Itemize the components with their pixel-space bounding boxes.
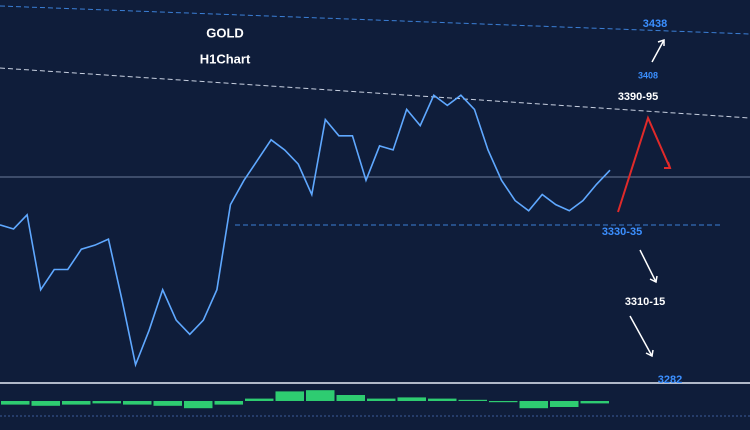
indicator-bar xyxy=(550,401,579,407)
indicator-bar xyxy=(397,397,426,401)
annotation: 3408 xyxy=(638,70,658,80)
indicator-bar xyxy=(62,401,91,405)
annotation: 3310-15 xyxy=(625,296,665,308)
indicator-bar xyxy=(123,401,152,405)
price-line xyxy=(0,93,611,368)
indicator-bar xyxy=(580,401,609,404)
arrow xyxy=(639,249,657,283)
annotation: 3438 xyxy=(643,18,667,30)
indicator-bar xyxy=(489,401,518,403)
forecast-arrow xyxy=(617,115,671,213)
annotation: 3390-95 xyxy=(618,91,658,103)
indicator-bar xyxy=(428,398,457,401)
chart-title: GOLD xyxy=(206,25,244,40)
indicator-bar xyxy=(367,398,396,401)
indicator-bar xyxy=(458,399,487,401)
trend-line xyxy=(0,67,750,119)
indicator-bar xyxy=(275,391,304,401)
trend-line xyxy=(0,5,750,35)
chart-subtitle: H1Chart xyxy=(200,51,251,66)
indicator-bar xyxy=(306,390,335,401)
arrow-head xyxy=(649,275,658,284)
indicator-bar xyxy=(92,401,121,404)
arrow xyxy=(651,39,665,63)
arrow-head xyxy=(664,161,672,169)
indicator-bar xyxy=(245,398,274,401)
indicator-bar xyxy=(1,401,30,405)
annotation: 3330-35 xyxy=(602,226,642,238)
indicator-bar xyxy=(336,395,365,401)
indicator-bar xyxy=(184,401,213,409)
indicator-bar xyxy=(519,401,548,409)
arrow xyxy=(629,315,653,357)
indicator-bar xyxy=(153,401,182,406)
arrow-head xyxy=(645,349,654,358)
arrow-head xyxy=(657,38,665,46)
annotation: 3282 xyxy=(658,374,682,386)
indicator-bar xyxy=(31,401,60,406)
indicator-bar xyxy=(214,401,243,405)
